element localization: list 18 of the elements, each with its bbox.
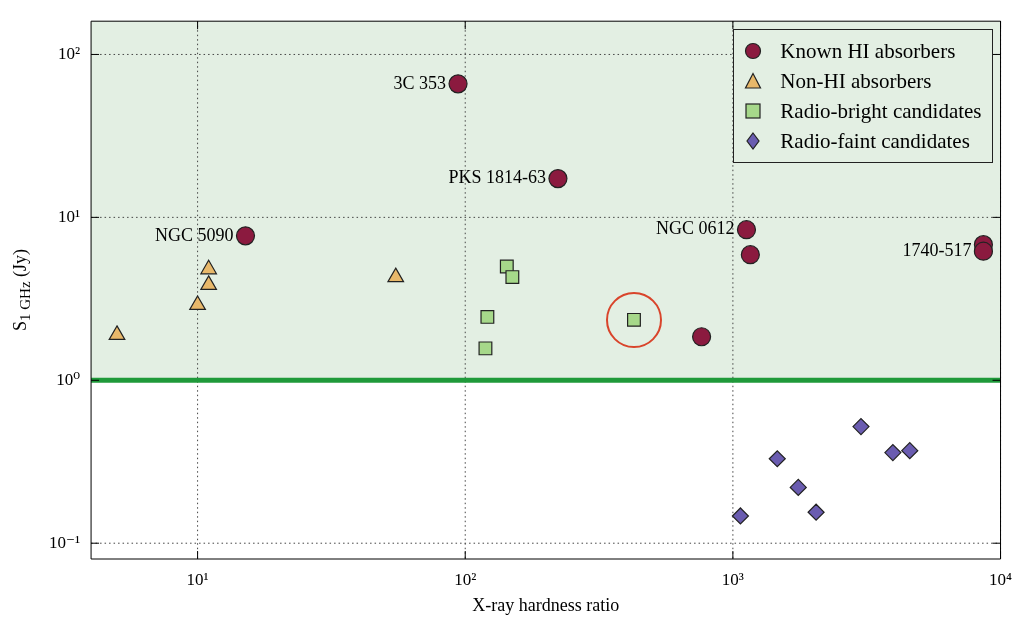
y-tick-label: 10¹ (57, 206, 81, 226)
y-tick-label: 10⁻¹ (48, 532, 81, 552)
annotation: 1740-517 (902, 239, 972, 260)
x-tick-label: 10¹ (186, 569, 209, 589)
legend-label: Radio-bright candidates (780, 98, 982, 126)
legend-label: Known HI absorbers (780, 38, 956, 66)
annotation: PKS 1814-63 (448, 167, 546, 188)
annotation: 3C 353 (393, 72, 447, 93)
y-tick-label: 10² (57, 43, 81, 63)
annotation: NGC 5090 (154, 224, 234, 245)
x-axis-title: X-ray hardness ratio (472, 594, 620, 615)
y-tick-label: 10⁰ (56, 369, 81, 389)
legend-label: Radio-faint candidates (780, 128, 970, 156)
legend-label: Non-HI absorbers (780, 68, 932, 96)
x-tick-label: 10⁴ (989, 569, 1013, 589)
x-tick-label: 10² (454, 569, 477, 589)
x-tick-label: 10³ (721, 569, 744, 589)
annotation: NGC 0612 (655, 218, 735, 239)
